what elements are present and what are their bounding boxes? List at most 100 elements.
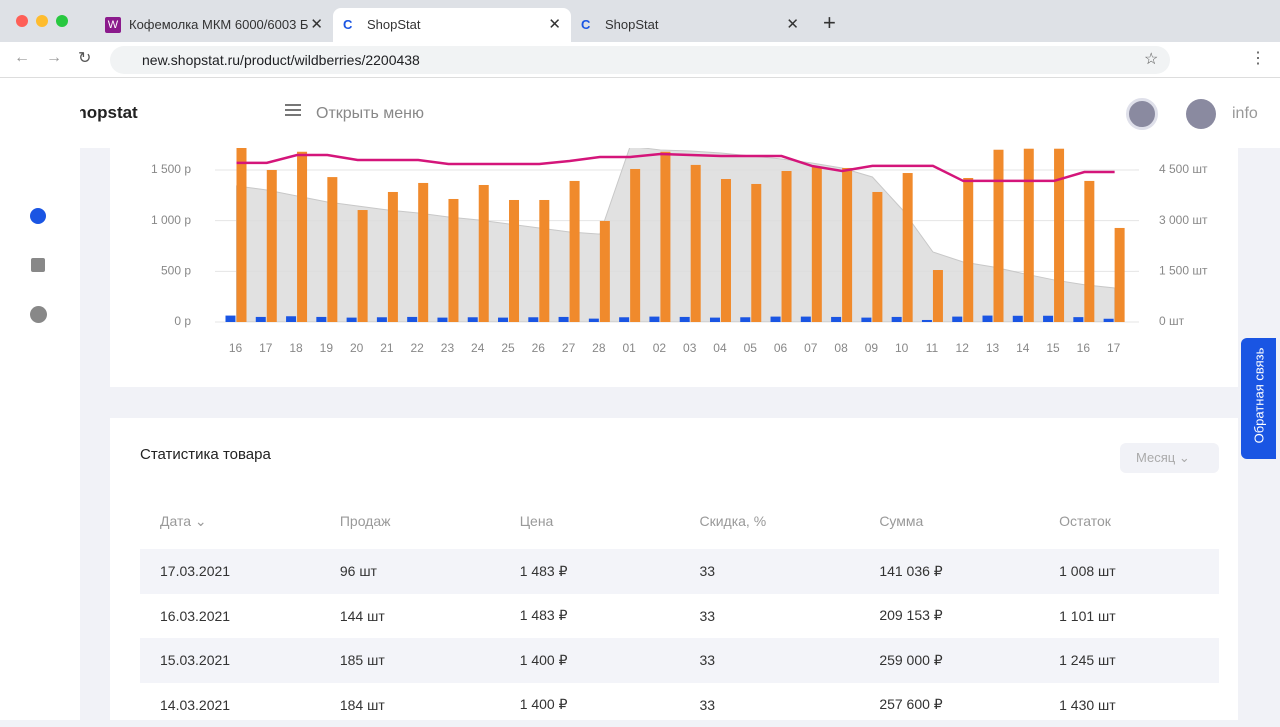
table-cell: 1 400 ₽ — [500, 683, 680, 727]
stock-area — [237, 148, 1115, 322]
x-tick-label: 11 — [926, 341, 939, 355]
table-cell: 1 008 шт — [1039, 549, 1219, 594]
max-dot[interactable] — [56, 15, 68, 27]
table-cell: 209 153 ₽ — [859, 594, 1039, 639]
new-tab[interactable]: + — [823, 10, 836, 36]
y2-tick-label: 4 500 шт — [1159, 162, 1208, 176]
bar — [892, 317, 902, 322]
bar — [448, 199, 458, 322]
bar — [539, 200, 549, 322]
bar — [691, 165, 701, 322]
bar — [327, 177, 337, 322]
table-cell: 1 101 шт — [1039, 594, 1219, 639]
bar — [256, 317, 266, 322]
forward[interactable]: → — [46, 49, 62, 67]
table-cell: 33 — [679, 594, 859, 639]
x-tick-label: 02 — [653, 341, 667, 355]
x-tick-label: 19 — [320, 341, 334, 355]
tab-title: ShopStat — [367, 17, 421, 32]
table-cell: 1 400 ₽ — [500, 638, 680, 683]
nav-icon[interactable] — [30, 208, 46, 224]
user-name[interactable]: info — [1232, 105, 1258, 123]
bar — [468, 317, 478, 322]
bar — [619, 317, 629, 322]
x-tick-label: 10 — [895, 341, 909, 355]
x-tick-label: 23 — [441, 341, 455, 355]
column-header: Сумма — [859, 493, 1039, 549]
tab[interactable]: C ShopStat✕ — [571, 8, 809, 42]
x-tick-label: 25 — [501, 341, 515, 355]
reload[interactable]: ↻ — [78, 48, 91, 68]
min-dot[interactable] — [36, 15, 48, 27]
column-header: Цена — [500, 493, 680, 549]
tab-bar: W Кофемолка МКМ 6000/6003 Б✕ C ShopStat✕… — [0, 0, 1280, 42]
close-dot[interactable] — [16, 15, 28, 27]
bar — [237, 148, 247, 322]
x-tick-label: 07 — [804, 341, 818, 355]
x-tick-label: 16 — [1077, 341, 1091, 355]
bar — [680, 317, 690, 322]
x-tick-label: 05 — [744, 341, 758, 355]
bar — [600, 221, 610, 322]
x-tick-label: 18 — [289, 341, 303, 355]
plot — [226, 148, 1125, 322]
avatar[interactable] — [1186, 99, 1216, 129]
bar — [1024, 149, 1034, 322]
table-cell: 1 483 ₽ — [500, 549, 680, 594]
y2-tick-label: 0 шт — [1159, 314, 1185, 328]
bar — [861, 318, 871, 322]
table-cell: 185 шт — [320, 638, 500, 683]
y2-tick-label: 3 000 шт — [1159, 213, 1208, 227]
table-cell: 1 483 ₽ — [500, 594, 680, 639]
bar — [922, 320, 932, 322]
period-select[interactable]: Месяц ⌄ — [1120, 443, 1219, 473]
x-tick-label: 27 — [562, 341, 576, 355]
feedback-tab[interactable]: Обратная связь — [1241, 338, 1276, 459]
balance-icon[interactable] — [1126, 98, 1158, 130]
bar — [782, 171, 792, 322]
nav-icon[interactable] — [30, 306, 47, 323]
x-tick-label: 14 — [1016, 341, 1030, 355]
nav-icon[interactable] — [31, 258, 45, 272]
bar — [418, 183, 428, 322]
bar — [751, 184, 761, 322]
menu[interactable]: ⋮ — [1250, 48, 1266, 68]
url[interactable]: new.shopstat.ru/product/wildberries/2200… — [110, 46, 1170, 74]
y-tick-label: 500 р — [161, 264, 191, 278]
table-cell: 17.03.2021 — [140, 549, 320, 594]
bar — [1104, 319, 1114, 322]
x-tick-label: 12 — [956, 341, 970, 355]
x-tick-label: 15 — [1046, 341, 1060, 355]
bar — [528, 317, 538, 322]
back[interactable]: ← — [14, 49, 30, 67]
x-tick-label: 09 — [865, 341, 879, 355]
tab-active[interactable]: C ShopStat✕ — [333, 8, 571, 42]
bar — [437, 318, 447, 322]
table-cell: 15.03.2021 — [140, 638, 320, 683]
x-tick-label: 01 — [622, 341, 636, 355]
bar — [316, 317, 326, 322]
x-tick-label: 04 — [713, 341, 727, 355]
bar — [994, 150, 1004, 322]
bar — [1115, 228, 1125, 322]
bar — [570, 181, 580, 322]
column-header: Продаж — [320, 493, 500, 549]
bar — [1054, 149, 1064, 322]
x-tick-label: 17 — [259, 341, 273, 355]
bar — [286, 316, 296, 322]
tab[interactable]: W Кофемолка МКМ 6000/6003 Б✕ — [95, 8, 333, 42]
y-tick-label: 1 000 р — [151, 213, 191, 227]
table-cell: 14.03.2021 — [140, 683, 320, 727]
x-tick-label: 17 — [1107, 341, 1121, 355]
bar — [407, 317, 417, 322]
menu-button[interactable]: Открыть меню — [316, 105, 424, 123]
bar — [983, 316, 993, 322]
bookmark[interactable]: ☆ — [1144, 49, 1158, 69]
bar — [660, 152, 670, 322]
